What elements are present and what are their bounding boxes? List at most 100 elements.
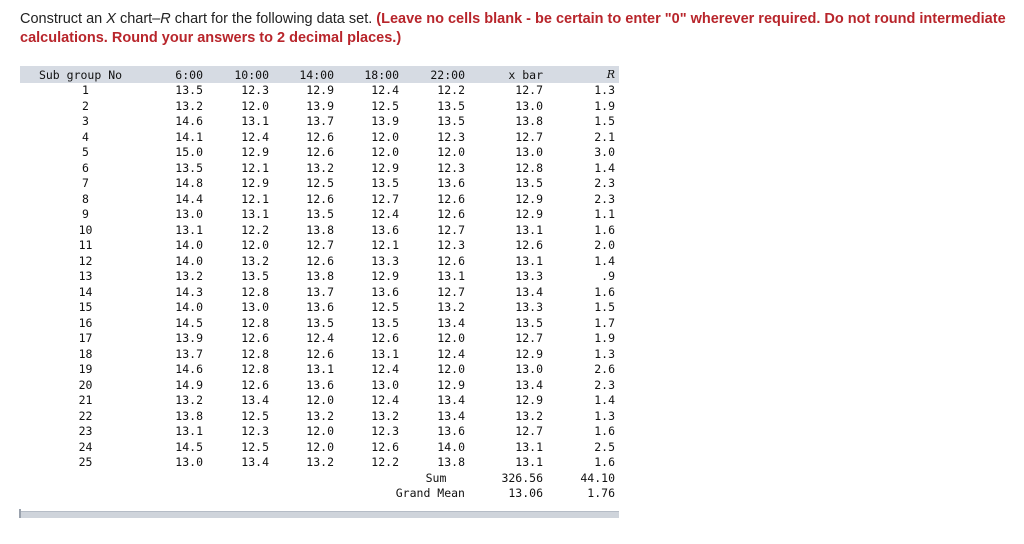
grand-mean-xbar: 13.06 bbox=[508, 486, 543, 500]
value-cell: 13.7 bbox=[306, 114, 334, 128]
table-row: 19 14.6 12.8 13.1 12.4 12.0 13.0 2.6 bbox=[20, 362, 619, 378]
instructions: Construct an X chart–R chart for the fol… bbox=[20, 10, 1010, 48]
value-cell: 13.8 bbox=[306, 269, 334, 283]
value-cell: 1.9 bbox=[594, 98, 615, 113]
value-cell: 13.5 bbox=[515, 315, 543, 330]
table-row: 5 15.0 12.9 12.6 12.0 12.0 13.0 3.0 bbox=[20, 145, 619, 161]
value-cell: 12.9 bbox=[515, 207, 543, 221]
sum-label: Sum bbox=[425, 470, 447, 485]
grand-mean-label: Grand Mean bbox=[395, 486, 465, 500]
value-cell: 12.9 bbox=[306, 83, 334, 97]
table-row: 23 13.1 12.3 12.0 12.3 13.6 12.7 1.6 bbox=[20, 424, 619, 440]
subgroup-cell: 18 bbox=[78, 346, 93, 361]
subgroup-cell: 4 bbox=[82, 129, 89, 144]
value-cell: 12.9 bbox=[241, 176, 269, 190]
value-cell: 12.3 bbox=[241, 83, 269, 97]
value-cell: 13.1 bbox=[515, 222, 543, 237]
value-cell: 12.7 bbox=[515, 129, 543, 144]
subgroup-cell: 19 bbox=[78, 362, 93, 376]
value-cell: 12.6 bbox=[371, 331, 399, 345]
value-cell: 14.8 bbox=[175, 176, 203, 190]
value-cell: 13.2 bbox=[241, 253, 269, 268]
value-cell: 13.4 bbox=[515, 284, 543, 299]
value-cell: 2.1 bbox=[594, 129, 615, 144]
value-cell: 13.5 bbox=[515, 176, 543, 190]
value-cell: 13.9 bbox=[306, 98, 334, 113]
value-cell: 12.4 bbox=[371, 207, 399, 221]
value-cell: 13.4 bbox=[437, 408, 465, 423]
value-cell: 14.3 bbox=[175, 284, 203, 299]
subgroup-cell: 6 bbox=[82, 160, 89, 175]
value-cell: 1.6 bbox=[594, 455, 615, 469]
value-cell: 1.5 bbox=[594, 300, 615, 314]
value-cell: 1.9 bbox=[594, 331, 615, 345]
value-cell: .9 bbox=[601, 269, 615, 283]
value-cell: 14.5 bbox=[175, 439, 203, 454]
value-cell: 12.2 bbox=[371, 455, 399, 469]
value-cell: 12.9 bbox=[437, 377, 465, 392]
value-cell: 1.7 bbox=[594, 315, 615, 330]
value-cell: 12.9 bbox=[241, 145, 269, 159]
value-cell: 13.2 bbox=[175, 393, 203, 407]
value-cell: 13.2 bbox=[175, 98, 203, 113]
value-cell: 13.1 bbox=[371, 346, 399, 361]
header-22-00: 22:00 bbox=[430, 67, 465, 82]
value-cell: 12.7 bbox=[371, 191, 399, 206]
value-cell: 13.5 bbox=[306, 207, 334, 221]
value-cell: 13.2 bbox=[306, 160, 334, 175]
subgroup-cell: 20 bbox=[78, 377, 93, 392]
horizontal-scrollbar[interactable] bbox=[19, 509, 619, 518]
value-cell: 1.4 bbox=[594, 253, 615, 268]
value-cell: 13.6 bbox=[437, 176, 465, 190]
value-cell: 13.0 bbox=[515, 98, 543, 113]
value-cell: 12.0 bbox=[437, 362, 465, 376]
table-row: 21 13.2 13.4 12.0 12.4 13.4 12.9 1.4 bbox=[20, 393, 619, 409]
value-cell: 1.6 bbox=[594, 424, 615, 438]
subgroup-cell: 8 bbox=[82, 191, 89, 206]
value-cell: 13.4 bbox=[515, 377, 543, 392]
value-cell: 13.8 bbox=[175, 408, 203, 423]
value-cell: 1.1 bbox=[594, 207, 615, 221]
value-cell: 13.1 bbox=[241, 207, 269, 221]
value-cell: 12.0 bbox=[437, 145, 465, 159]
value-cell: 12.0 bbox=[437, 331, 465, 345]
value-cell: 12.6 bbox=[437, 253, 465, 268]
table-row: 7 14.8 12.9 12.5 13.5 13.6 13.5 2.3 bbox=[20, 176, 619, 192]
value-cell: 1.4 bbox=[594, 393, 615, 407]
value-cell: 14.0 bbox=[175, 300, 203, 314]
header-10-00: 10:00 bbox=[234, 67, 269, 82]
value-cell: 13.5 bbox=[175, 83, 203, 97]
value-cell: 13.6 bbox=[371, 284, 399, 299]
subgroup-cell: 9 bbox=[82, 207, 89, 221]
instructions-x-symbol: X bbox=[106, 11, 116, 27]
table-row: 8 14.4 12.1 12.6 12.7 12.6 12.9 2.3 bbox=[20, 192, 619, 208]
value-cell: 13.6 bbox=[371, 222, 399, 237]
value-cell: 12.6 bbox=[306, 253, 334, 268]
value-cell: 1.4 bbox=[594, 160, 615, 175]
value-cell: 12.8 bbox=[241, 315, 269, 330]
value-cell: 13.9 bbox=[175, 331, 203, 345]
value-cell: 12.6 bbox=[515, 238, 543, 252]
table-row: 16 14.5 12.8 13.5 13.5 13.4 13.5 1.7 bbox=[20, 316, 619, 332]
value-cell: 2.5 bbox=[594, 439, 615, 454]
value-cell: 12.9 bbox=[515, 191, 543, 206]
subgroup-cell: 11 bbox=[78, 238, 93, 252]
value-cell: 12.4 bbox=[371, 393, 399, 407]
value-cell: 12.3 bbox=[437, 238, 465, 252]
value-cell: 14.0 bbox=[175, 238, 203, 252]
value-cell: 12.0 bbox=[306, 439, 334, 454]
value-cell: 1.5 bbox=[594, 114, 615, 128]
subgroup-cell: 21 bbox=[78, 393, 93, 407]
value-cell: 13.5 bbox=[371, 176, 399, 190]
value-cell: 14.9 bbox=[175, 377, 203, 392]
table-header-row: Sub group No 6:00 10:00 14:00 18:00 22:0… bbox=[20, 66, 619, 83]
value-cell: 13.1 bbox=[241, 114, 269, 128]
value-cell: 13.6 bbox=[306, 377, 334, 392]
value-cell: 12.2 bbox=[241, 222, 269, 237]
value-cell: 3.0 bbox=[594, 145, 615, 159]
value-cell: 12.9 bbox=[515, 393, 543, 407]
subgroup-cell: 24 bbox=[78, 439, 93, 454]
table-row: 15 14.0 13.0 13.6 12.5 13.2 13.3 1.5 bbox=[20, 300, 619, 316]
value-cell: 13.8 bbox=[515, 114, 543, 128]
table-row: 3 14.6 13.1 13.7 13.9 13.5 13.8 1.5 bbox=[20, 114, 619, 130]
